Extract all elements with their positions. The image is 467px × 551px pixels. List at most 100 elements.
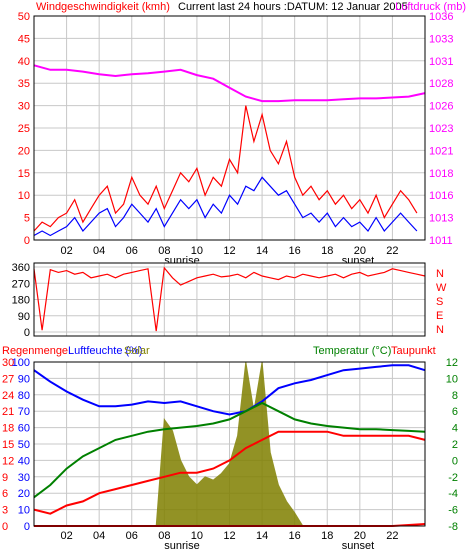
x-tick-label: 22 bbox=[386, 530, 398, 542]
pressure-axis: 1011 1013 1016 1018 1021 1023 1026 1028 1031 1033… bbox=[429, 11, 453, 247]
humidity-tick: 70 bbox=[18, 406, 30, 418]
solar-label: Solar bbox=[124, 345, 150, 357]
direction-tick: 0 bbox=[24, 327, 30, 339]
humidity-axis: 0 10 20 30 40 50 60 70 80 90 100 bbox=[12, 357, 30, 533]
wind-direction-grid bbox=[34, 263, 425, 336]
pressure-tick: 1013 bbox=[429, 213, 453, 225]
direction-tick: 90 bbox=[18, 311, 30, 323]
pressure-label: Luftdruck (mb) bbox=[395, 1, 466, 13]
x-tick-label: 08 bbox=[158, 245, 170, 257]
solar-area bbox=[155, 361, 304, 527]
compass-label: S bbox=[436, 296, 443, 308]
wind-direction-series bbox=[33, 266, 426, 332]
humidity-tick: 0 bbox=[24, 521, 30, 533]
direction-tick: 270 bbox=[12, 278, 30, 290]
rain-tick: 0 bbox=[2, 521, 8, 533]
sunrise-label-bottom: sunrise bbox=[164, 540, 199, 551]
temperature-tick: 0 bbox=[452, 455, 458, 467]
pressure-tick: 1011 bbox=[429, 235, 453, 247]
x-tick-label: 02 bbox=[60, 530, 72, 542]
x-tick-label: 12 bbox=[223, 245, 235, 257]
rain-tick: 30 bbox=[2, 357, 14, 369]
temperature-tick: 2 bbox=[452, 439, 458, 451]
pressure-tick: 1026 bbox=[429, 101, 453, 113]
pressure-tick: 1033 bbox=[429, 33, 453, 45]
temperature-tick: -2 bbox=[448, 472, 458, 484]
compass-label: W bbox=[436, 282, 447, 294]
x-tick-label: 18 bbox=[321, 245, 333, 257]
x-tick-label: 02 bbox=[60, 245, 72, 257]
temperature-tick: 8 bbox=[452, 390, 458, 402]
x-tick-label: 06 bbox=[126, 245, 138, 257]
dewpoint-line bbox=[33, 430, 426, 515]
wind-speed-tick: 20 bbox=[18, 145, 30, 157]
wind-speed-label: Windgeschwindigkeit (kmh) bbox=[36, 1, 170, 13]
humidity-tick: 60 bbox=[18, 423, 30, 435]
wind-average-line bbox=[33, 176, 418, 237]
x-tick-label: 12 bbox=[223, 530, 235, 542]
humidity-tick: 100 bbox=[12, 357, 30, 369]
compass-label: N bbox=[436, 324, 444, 336]
x-tick-label: 04 bbox=[93, 530, 105, 542]
compass-label: N bbox=[436, 268, 444, 280]
wind-speed-tick: 50 bbox=[18, 11, 30, 23]
compass-label: E bbox=[436, 310, 443, 322]
humidity-tick: 20 bbox=[18, 488, 30, 500]
pressure-tick: 1016 bbox=[429, 190, 453, 202]
rain-label: Regenmenge bbox=[2, 345, 68, 357]
pressure-line bbox=[33, 64, 426, 103]
wind-pressure-x-axis: 02 04 06 08 10 12 14 16 18 20 22 bbox=[60, 245, 398, 257]
humidity-temperature-frame bbox=[33, 361, 426, 527]
humidity-tick: 50 bbox=[18, 439, 30, 451]
humidity-temperature-x-axis: 02 04 06 08 10 12 14 16 18 20 22 bbox=[60, 530, 398, 542]
dewpoint-label: Taupunkt bbox=[391, 345, 436, 357]
wind-speed-tick: 25 bbox=[18, 123, 30, 135]
wind-speed-tick: 40 bbox=[18, 56, 30, 68]
rain-tick: 18 bbox=[2, 423, 14, 435]
wind-speed-tick: 15 bbox=[18, 168, 30, 180]
rain-tick: 15 bbox=[2, 439, 14, 451]
direction-tick: 360 bbox=[12, 262, 30, 274]
sunset-label-bottom: sunset bbox=[342, 540, 374, 551]
temperature-tick: -6 bbox=[448, 505, 458, 517]
humidity-line bbox=[33, 364, 426, 416]
wind-pressure-frame bbox=[33, 15, 426, 241]
x-tick-label: 18 bbox=[321, 530, 333, 542]
rain-tick: 9 bbox=[2, 472, 8, 484]
wind-direction-axis: 0 90 180 270 360 bbox=[12, 262, 30, 339]
temperature-axis: -8 -6 -4 -2 0 2 4 6 8 10 12 bbox=[446, 357, 458, 533]
x-tick-label: 20 bbox=[354, 530, 366, 542]
pressure-tick: 1036 bbox=[429, 11, 453, 23]
x-tick-label: 06 bbox=[126, 530, 138, 542]
temperature-line bbox=[33, 401, 426, 499]
humidity-temperature-series bbox=[33, 361, 426, 527]
humidity-label: Luftfeuchte (%) bbox=[68, 345, 143, 357]
direction-tick: 180 bbox=[12, 295, 30, 307]
humidity-tick: 30 bbox=[18, 472, 30, 484]
x-tick-label: 08 bbox=[158, 530, 170, 542]
rain-tick: 3 bbox=[2, 505, 8, 517]
x-tick-label: 10 bbox=[191, 530, 203, 542]
x-tick-label: 04 bbox=[93, 245, 105, 257]
x-tick-label: 22 bbox=[386, 245, 398, 257]
temperature-label: Temperatur (°C) bbox=[313, 345, 391, 357]
temperature-tick: 12 bbox=[446, 357, 458, 369]
x-tick-label: 10 bbox=[191, 245, 203, 257]
pressure-tick: 1031 bbox=[429, 56, 453, 68]
wind-speed-tick: 0 bbox=[24, 235, 30, 247]
x-tick-label: 20 bbox=[354, 245, 366, 257]
x-tick-label: 16 bbox=[289, 530, 301, 542]
wind-direction-line bbox=[33, 266, 426, 332]
x-tick-label: 14 bbox=[256, 245, 268, 257]
rain-tick: 21 bbox=[2, 406, 14, 418]
current-date-label: Current last 24 hours :DATUM: 12 Januar … bbox=[178, 1, 408, 13]
wind-speed-line bbox=[33, 105, 418, 232]
pressure-tick: 1023 bbox=[429, 123, 453, 135]
wind-direction-frame bbox=[33, 262, 426, 337]
temperature-tick: 6 bbox=[452, 406, 458, 418]
pressure-tick: 1018 bbox=[429, 168, 453, 180]
